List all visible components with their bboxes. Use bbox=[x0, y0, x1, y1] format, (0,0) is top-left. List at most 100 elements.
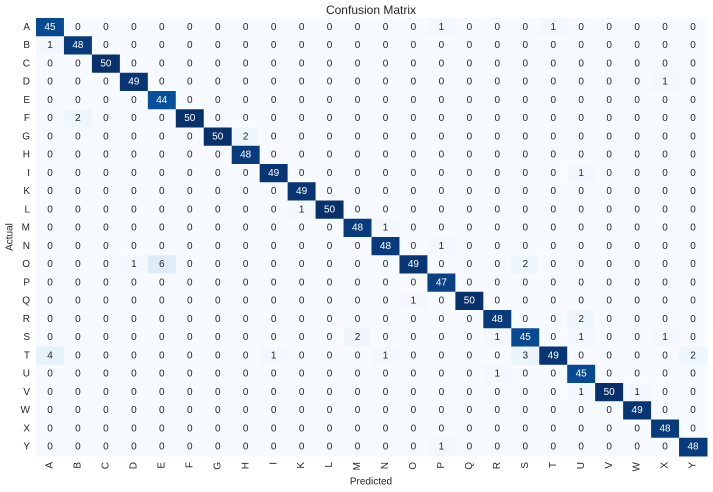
cell bbox=[539, 291, 568, 311]
cell bbox=[539, 72, 568, 92]
cell-label: 0 bbox=[606, 204, 612, 215]
cell bbox=[91, 54, 121, 74]
cell bbox=[287, 127, 317, 147]
cell-label: 0 bbox=[495, 150, 501, 161]
cell bbox=[231, 364, 261, 384]
cell bbox=[511, 109, 540, 128]
cell-label: 0 bbox=[187, 332, 193, 343]
cell bbox=[483, 127, 512, 147]
cell-label: 0 bbox=[159, 77, 165, 88]
cell bbox=[567, 36, 596, 55]
cell bbox=[399, 310, 428, 329]
cell bbox=[511, 54, 540, 74]
cell-label: 0 bbox=[383, 387, 389, 398]
cell-label: 0 bbox=[103, 369, 109, 380]
cell bbox=[343, 36, 372, 55]
cell-label: 0 bbox=[495, 40, 501, 51]
cell bbox=[287, 36, 317, 55]
cell-label: 0 bbox=[606, 332, 612, 343]
cell bbox=[315, 18, 345, 37]
cell-label: 0 bbox=[690, 369, 696, 380]
cell-label: 0 bbox=[271, 113, 277, 124]
cell-label: 0 bbox=[411, 241, 417, 252]
cell-label: 0 bbox=[606, 77, 612, 88]
cell-label: 0 bbox=[75, 405, 81, 416]
cell bbox=[679, 72, 708, 92]
cell bbox=[539, 237, 568, 256]
cell-label: 0 bbox=[103, 223, 109, 234]
cell-label: 0 bbox=[327, 332, 333, 343]
cell bbox=[455, 200, 484, 220]
cell bbox=[203, 91, 233, 110]
cell bbox=[203, 54, 233, 74]
cell bbox=[147, 127, 177, 147]
cell-label: 0 bbox=[47, 58, 53, 69]
cell bbox=[399, 18, 428, 37]
cell-label: 0 bbox=[47, 150, 53, 161]
cell-label: 0 bbox=[383, 442, 389, 453]
cell-label: 0 bbox=[690, 77, 696, 88]
cell-label: 0 bbox=[187, 223, 193, 234]
cell-label: 0 bbox=[355, 95, 361, 106]
cell bbox=[511, 437, 540, 457]
cell bbox=[595, 419, 624, 439]
cell bbox=[343, 310, 372, 329]
cell bbox=[119, 419, 149, 439]
cell-label: 0 bbox=[103, 332, 109, 343]
cell bbox=[399, 127, 428, 147]
cell bbox=[36, 401, 65, 420]
cell-label: 0 bbox=[103, 277, 109, 288]
cell bbox=[539, 200, 568, 220]
cell bbox=[651, 200, 680, 220]
cell bbox=[595, 273, 624, 293]
cell-label: 48 bbox=[492, 314, 504, 325]
cell bbox=[595, 346, 624, 366]
cell-label: 0 bbox=[327, 150, 333, 161]
cell bbox=[567, 91, 596, 110]
cell bbox=[231, 328, 261, 347]
cell-label: 0 bbox=[550, 223, 556, 234]
cell bbox=[623, 72, 652, 92]
cell bbox=[455, 218, 484, 238]
cell bbox=[651, 164, 680, 183]
cell bbox=[399, 291, 428, 311]
x-tick-label: L bbox=[324, 462, 335, 468]
cell bbox=[287, 346, 317, 366]
cell-label: 0 bbox=[411, 442, 417, 453]
cell-label: 0 bbox=[159, 241, 165, 252]
cell-label: 0 bbox=[634, 350, 640, 361]
cell-label: 0 bbox=[355, 150, 361, 161]
cell-label: 0 bbox=[243, 186, 249, 197]
cell bbox=[679, 437, 708, 457]
cell bbox=[483, 291, 512, 311]
cell bbox=[371, 346, 400, 366]
cell-label: 0 bbox=[159, 387, 165, 398]
cell bbox=[623, 18, 652, 37]
cell bbox=[679, 18, 708, 37]
cell bbox=[36, 36, 65, 55]
cell bbox=[539, 273, 568, 293]
cell bbox=[427, 401, 456, 420]
cell-label: 0 bbox=[47, 296, 53, 307]
cell bbox=[371, 127, 400, 147]
cell bbox=[203, 109, 233, 128]
cell bbox=[371, 328, 400, 347]
cell-label: 0 bbox=[467, 332, 473, 343]
cell-label: 0 bbox=[159, 58, 165, 69]
cell bbox=[651, 310, 680, 329]
cell-label: 0 bbox=[495, 259, 501, 270]
cell-label: 0 bbox=[439, 150, 445, 161]
cell-label: 0 bbox=[439, 350, 445, 361]
cell bbox=[343, 255, 372, 274]
cell bbox=[595, 401, 624, 420]
cell bbox=[175, 109, 205, 128]
cell-label: 0 bbox=[355, 186, 361, 197]
cell-label: 0 bbox=[411, 423, 417, 434]
cell bbox=[147, 383, 177, 402]
cell-label: 0 bbox=[187, 204, 193, 215]
cell-label: 0 bbox=[159, 405, 165, 416]
cell-label: 0 bbox=[355, 350, 361, 361]
cell bbox=[567, 18, 596, 37]
cell bbox=[651, 127, 680, 147]
cell bbox=[203, 437, 233, 457]
